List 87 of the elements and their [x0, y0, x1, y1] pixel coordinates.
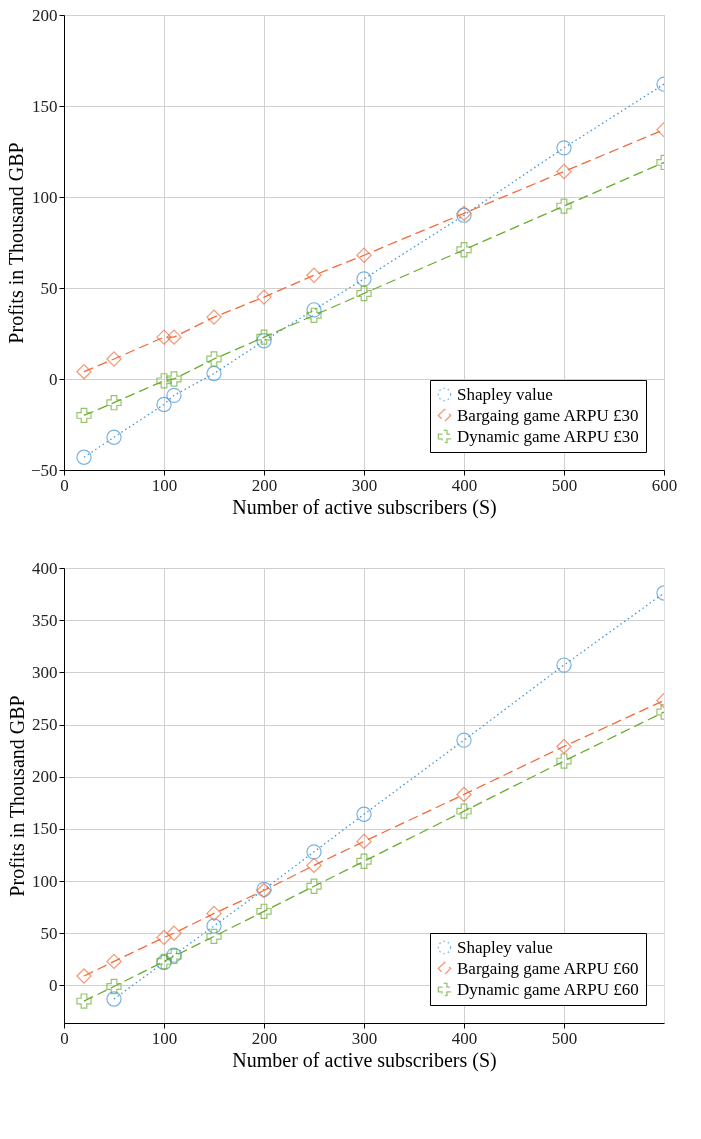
point: [556, 140, 572, 156]
y-tick-label: 50: [40, 278, 58, 298]
point: [306, 302, 322, 318]
point: [206, 905, 222, 922]
point: [106, 351, 122, 367]
y-tick-label: 150: [32, 96, 58, 116]
x-tick-label: 100: [151, 1028, 178, 1048]
point: [206, 309, 222, 325]
point: [256, 333, 272, 349]
x-tick-label: 300: [351, 475, 378, 495]
legend-label: Bargaing game ARPU £60: [457, 958, 639, 978]
point: [76, 407, 92, 424]
y-tick-label: 250: [32, 715, 58, 735]
x-tick-label: 500: [551, 1028, 578, 1048]
y-tick-label: 200: [32, 5, 58, 25]
y-tick-label: 0: [49, 975, 58, 995]
point: [166, 925, 182, 941]
y-tick-label: 50: [40, 923, 58, 943]
point: [556, 657, 572, 673]
point: [206, 365, 222, 382]
y-tick-label: 0: [49, 369, 58, 389]
legend-label: Dynamic game ARPU £60: [457, 979, 639, 999]
point: [106, 991, 122, 1007]
x-tick-label: 500: [551, 475, 578, 495]
point: [356, 833, 372, 850]
point: [306, 857, 322, 874]
point: [206, 928, 222, 945]
point: [156, 373, 172, 389]
x-tick-label: 200: [251, 1028, 278, 1048]
point: [76, 449, 92, 465]
point: [76, 364, 92, 380]
x-tick-label: 100: [151, 475, 178, 495]
y-tick-label: 350: [32, 610, 58, 630]
point: [456, 803, 472, 819]
point: [356, 285, 372, 302]
point: [456, 242, 472, 258]
y-tick-label: 100: [32, 871, 58, 891]
y-tick-label: 300: [32, 662, 58, 682]
point: [256, 903, 272, 920]
point: [556, 753, 572, 769]
point: [356, 247, 372, 263]
point: [306, 844, 322, 860]
point: [166, 387, 182, 404]
x-axis-title: Number of active subscribers (S): [232, 495, 497, 519]
legend-label: Dynamic game ARPU £30: [457, 426, 639, 446]
x-tick-label: 600: [651, 475, 678, 495]
x-tick-label: 200: [251, 475, 278, 495]
x-axis-title: Number of active subscribers (S): [232, 1048, 497, 1072]
point: [556, 198, 572, 214]
x-tick-label: 300: [351, 1028, 378, 1048]
point: [206, 918, 222, 934]
point: [206, 351, 222, 367]
y-tick-label: 400: [32, 558, 58, 578]
point: [106, 394, 122, 411]
legend-label: Shapley value: [457, 384, 553, 404]
point: [256, 289, 272, 305]
point: [306, 307, 322, 323]
point: [456, 786, 472, 803]
point: [76, 968, 92, 984]
point: [166, 329, 182, 345]
point: [306, 267, 322, 283]
point: [556, 738, 572, 755]
point: [356, 853, 372, 869]
legend-label: Bargaing game ARPU £30: [457, 405, 639, 425]
point: [156, 329, 172, 345]
point: [456, 732, 472, 748]
y-tick-label: 150: [32, 819, 58, 839]
y-axis-title: Profits in Thousand GBP: [6, 695, 28, 897]
point: [156, 396, 172, 413]
point: [106, 953, 122, 970]
y-axis-title: Profits in Thousand GBP: [4, 142, 27, 344]
point: [356, 806, 372, 822]
y-tick-label: 200: [32, 767, 58, 787]
point: [166, 371, 182, 387]
point: [156, 929, 172, 946]
point: [356, 271, 372, 287]
point: [306, 878, 322, 894]
point: [106, 978, 122, 995]
y-tick-label: −50: [30, 460, 58, 480]
legend-label: Shapley value: [457, 937, 553, 957]
x-tick-label: 400: [451, 475, 478, 495]
point: [76, 993, 92, 1009]
point: [106, 429, 122, 445]
x-tick-label: 400: [451, 1028, 478, 1048]
point: [556, 163, 572, 180]
point: [256, 329, 272, 345]
y-tick-label: 100: [32, 187, 58, 207]
